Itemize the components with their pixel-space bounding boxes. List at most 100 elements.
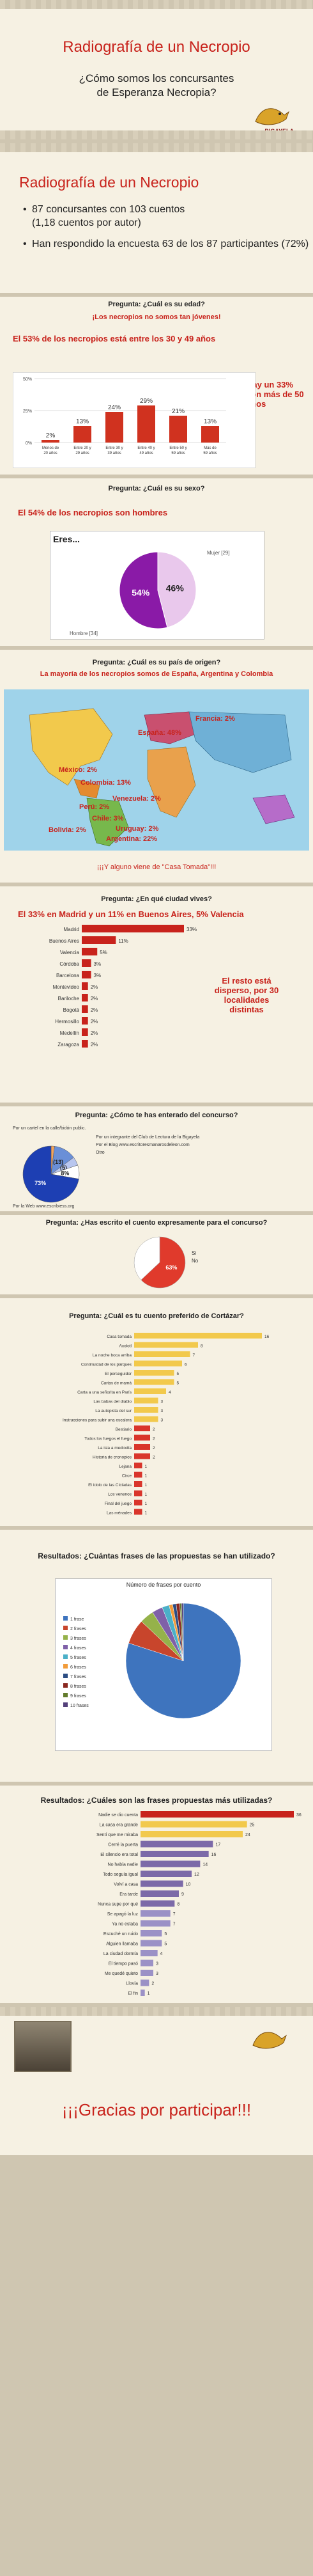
- sex-chart-frame: Eres... 46% 54% Mujer [29] Hombre [34]: [50, 531, 264, 640]
- legend-label: Por la Web www.escribiess.org: [13, 1204, 74, 1209]
- summary-banner: [0, 143, 313, 152]
- story-name-label: El ídolo de las Cícladas: [88, 1483, 132, 1488]
- north-america-shape: [29, 708, 113, 786]
- phrase-value-label: 12: [194, 1873, 199, 1877]
- legend-label: 8 frases: [70, 1685, 86, 1689]
- contest-question: Pregunta: ¿Cómo te has enterado del conc…: [75, 1111, 238, 1119]
- phrase-bar: [141, 1890, 179, 1897]
- legend-label: Si: [192, 1250, 196, 1256]
- x-tick-label: Más de: [204, 446, 217, 450]
- story-name-label: Los venenos: [108, 1493, 132, 1497]
- city-value-label: 3%: [94, 973, 102, 978]
- legend-swatch: [63, 1616, 68, 1621]
- pie-slice: [181, 1603, 184, 1661]
- story-value-label: 6: [185, 1363, 187, 1367]
- phrases-count-pie-chart: 1 frase 2 frases 3 frases 4 frases 5 frases 6…: [63, 1603, 241, 1719]
- phrase-value-label: 16: [211, 1853, 217, 1857]
- phrase-label: Se apagó la luz: [107, 1912, 139, 1917]
- city-value-label: 2%: [91, 984, 98, 990]
- summary-bullet: Han respondido la encuesta 63 de los 87 …: [23, 237, 313, 251]
- legend-label: 5 frases: [70, 1656, 86, 1660]
- story-value-label: 2: [153, 1437, 155, 1441]
- legend-swatch: [63, 1645, 68, 1649]
- asia-shape: [188, 711, 292, 773]
- phrase-value-label: 14: [202, 1863, 208, 1867]
- central-america-shape: [73, 778, 100, 799]
- author-portrait: [14, 2021, 72, 2072]
- phrases-count-frame: Número de frases por cuento 1 frase 2 fra…: [55, 1578, 272, 1751]
- phrase-bar: [141, 1900, 175, 1907]
- story-name-label: Final del juego: [105, 1502, 132, 1506]
- story-value-label: 8: [201, 1344, 203, 1349]
- summary-slide: Radiografía de un Necropio 87 concursant…: [0, 143, 313, 297]
- city-name-label: Bariloche: [58, 996, 80, 1001]
- story-value-label: 2: [153, 1446, 155, 1450]
- age-question: Pregunta: ¿Cuál es su edad?: [108, 301, 205, 308]
- legend-label: 1 frase: [70, 1617, 84, 1622]
- story-bar: [134, 1388, 166, 1394]
- phrase-label: Todo seguía igual: [103, 1873, 138, 1877]
- map-country-label: Perú: 2%: [79, 803, 110, 811]
- age-bar-chart: 0% 25% 50% 2% Menos de 20 años 13% Entre 20 y 29…: [13, 372, 256, 468]
- city-bar: [82, 1040, 88, 1048]
- written-pie-chart: 63% Si No: [134, 1236, 199, 1289]
- story-bar: [134, 1444, 150, 1450]
- legend-label: No: [192, 1258, 199, 1264]
- city-value-label: 3%: [94, 961, 102, 967]
- city-value-label: 2%: [91, 1042, 98, 1048]
- phrase-value-label: 7: [173, 1922, 176, 1927]
- slice-value-label: (5): [60, 1165, 67, 1171]
- city-bar: [82, 1028, 88, 1036]
- age-headline: ¡Los necropios no somos tan jóvenes!: [92, 313, 221, 321]
- story-value-label: 3: [161, 1409, 164, 1413]
- closing-bird-icon: [247, 2026, 291, 2058]
- story-name-label: El perseguidor: [105, 1372, 132, 1376]
- y-tick-label: 0%: [26, 441, 32, 446]
- story-name-label: Bestiario: [116, 1427, 132, 1432]
- world-map: Francia: 2% España: 48% México: 2% Colombia…: [4, 689, 309, 851]
- x-tick-label: Entre 20 y: [73, 446, 91, 450]
- phrase-value-label: 7: [173, 1912, 176, 1917]
- cortazar-question: Pregunta: ¿Cuál es tu cuento preferido d…: [69, 1312, 244, 1320]
- story-bar: [134, 1407, 158, 1413]
- legend-swatch: [63, 1693, 68, 1697]
- story-bar: [134, 1463, 142, 1468]
- story-value-label: 1: [145, 1493, 148, 1497]
- x-tick-label: 49 años: [139, 452, 153, 455]
- map-country-label: Uruguay: 2%: [116, 825, 159, 833]
- origin-footer: ¡¡¡Y alguno viene de "Casa Tomada"!!!: [96, 863, 217, 871]
- phrases-count-chart-title: Número de frases por cuento: [126, 1582, 201, 1588]
- map-country-label: Chile: 3%: [92, 815, 124, 822]
- europe-shape: [144, 711, 196, 744]
- phrase-value-label: 17: [215, 1843, 220, 1848]
- phrase-label: Nunca supe por qué: [98, 1903, 138, 1907]
- phrase-label: Escuché un ruido: [103, 1932, 138, 1936]
- phrase-bar: [141, 1851, 209, 1857]
- phrase-bar: [141, 1959, 153, 1967]
- phrase-label: Llovía: [126, 1982, 138, 1986]
- cover-title: Radiografía de un Necropio: [63, 38, 250, 56]
- phrase-bar: [141, 1831, 243, 1837]
- phrases-count-question: Resultados: ¿Cuántas frases de las propu…: [38, 1551, 275, 1560]
- legend-label: 2 frases: [70, 1627, 86, 1631]
- story-name-label: Historia de cronopios: [93, 1456, 132, 1460]
- city-slide: Pregunta: ¿En qué ciudad vives? El 33% e…: [0, 886, 313, 1106]
- south-america-shape: [86, 797, 129, 847]
- phrases-used-bar-chart: Nadie se dio cuenta 36 La casa era grande 2…: [96, 1811, 302, 1996]
- story-bar: [134, 1342, 198, 1348]
- world-map-svg: [29, 708, 295, 847]
- legend-label: 6 frases: [70, 1665, 86, 1670]
- story-value-label: 1: [145, 1511, 148, 1516]
- bar-value-label: 21%: [172, 408, 185, 415]
- city-value-label: 2%: [91, 996, 98, 1001]
- city-name-label: Zaragoza: [57, 1042, 79, 1048]
- phrase-bar: [141, 1950, 158, 1956]
- sex-question: Pregunta: ¿Cuál es su sexo?: [108, 485, 205, 492]
- story-value-label: 2: [153, 1456, 155, 1460]
- legend-swatch: [63, 1626, 68, 1630]
- phrase-label: Nadie se dio cuenta: [98, 1813, 138, 1818]
- city-bar-chart: Madrid 33% Buenos Aires 11% Valencia 5% Córdob…: [49, 925, 197, 1048]
- cover-subtitle-line2: de Esperanza Necropia?: [96, 86, 217, 98]
- city-value-label: 33%: [187, 927, 197, 932]
